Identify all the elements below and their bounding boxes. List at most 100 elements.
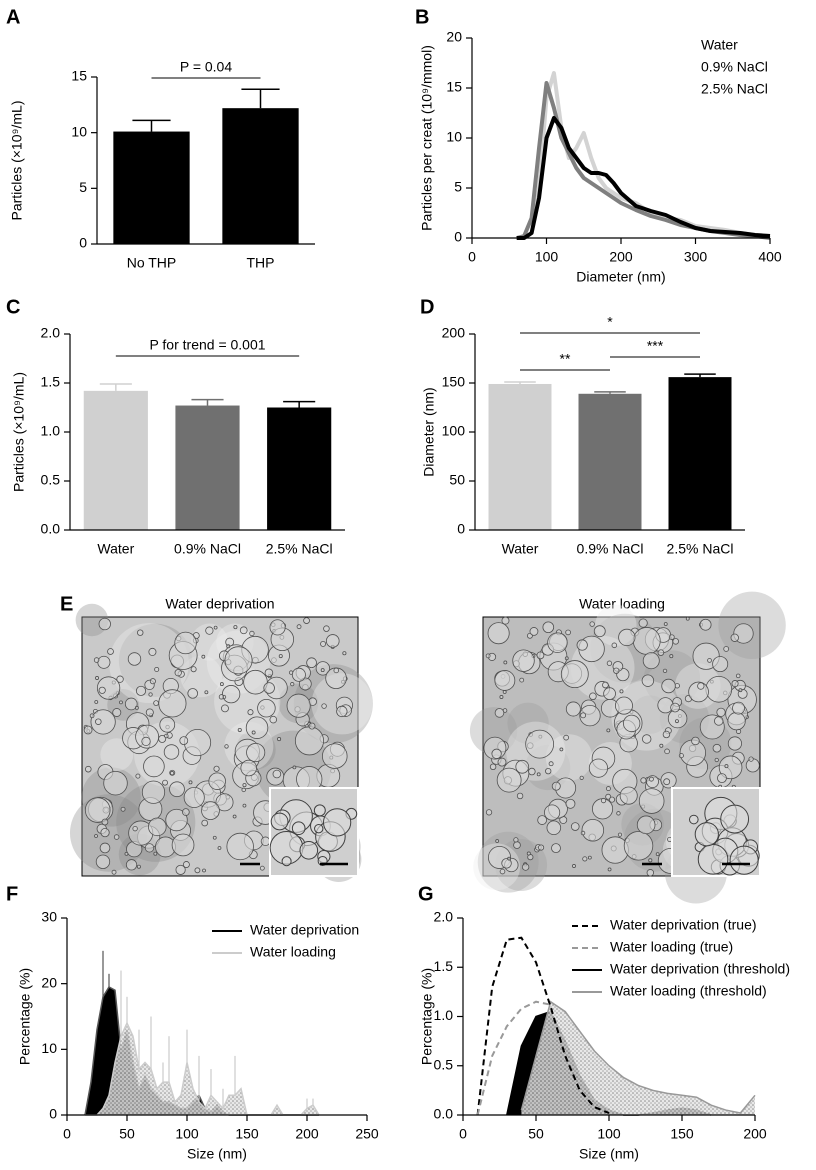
vesicle (611, 642, 618, 649)
vesicle (670, 702, 680, 713)
vesicle (84, 797, 111, 823)
vesicle (137, 629, 144, 636)
vesicle (251, 730, 256, 735)
vesicle (201, 654, 206, 659)
vesicle (208, 772, 226, 790)
vesicle (299, 677, 312, 691)
vesicle (153, 700, 159, 706)
vesicle (277, 737, 282, 742)
vesicle (218, 694, 225, 700)
series-line (516, 81, 771, 240)
y-tick-label: 1.0 (434, 1007, 454, 1023)
vesicle (614, 696, 633, 715)
vesicle (485, 809, 493, 816)
series-line (476, 936, 610, 1116)
vesicle (127, 652, 142, 666)
vesicle (242, 803, 247, 808)
vesicle (678, 753, 684, 759)
vesicle (667, 708, 688, 729)
vesicle (525, 729, 555, 759)
vesicle (641, 674, 655, 687)
series-line (516, 116, 771, 240)
y-tick-label: 0 (49, 1106, 57, 1122)
x-tick-label: 100 (175, 1126, 199, 1142)
vesicle (141, 736, 151, 747)
vesicle (570, 822, 580, 831)
y-tick-label: 15 (71, 68, 87, 84)
vesicle (648, 858, 653, 863)
vesicle (94, 700, 99, 704)
vesicle (581, 819, 605, 842)
x-tick-label: 200 (295, 1126, 319, 1142)
vesicle (183, 786, 205, 808)
vesicle (249, 630, 255, 637)
vesicle (605, 793, 612, 800)
vesicle (544, 804, 561, 821)
vesicle (496, 767, 522, 793)
y-tick-label: 0.5 (434, 1056, 454, 1072)
bar (578, 393, 642, 530)
vesicle (232, 814, 237, 819)
vesicle (98, 617, 111, 631)
vesicle (720, 804, 750, 834)
vesicle (320, 668, 325, 673)
y-axis-label: Percentage (%) (419, 968, 435, 1065)
vesicle (538, 844, 545, 851)
area-fill (521, 1001, 755, 1115)
vesicle (619, 689, 624, 694)
light-patch (545, 734, 593, 781)
vesicle (714, 757, 719, 763)
light-patch (190, 623, 228, 661)
x-tick-label: 200 (743, 1126, 767, 1142)
vesicle (669, 634, 675, 640)
y-tick-label: 0 (79, 235, 87, 251)
vesicle (545, 767, 552, 775)
vesicle (224, 744, 229, 749)
vesicle (237, 728, 242, 733)
series-line (476, 1000, 551, 1116)
vesicle (221, 685, 241, 704)
vesicle (95, 676, 100, 680)
vesicle (221, 704, 229, 713)
vesicle (263, 682, 275, 694)
y-axis-label: Percentage (%) (17, 968, 33, 1065)
vesicle (489, 763, 497, 771)
vesicle (560, 660, 589, 689)
vesicle (697, 682, 705, 690)
vesicle (136, 864, 141, 869)
y-tick-label: 10 (41, 1040, 57, 1056)
vesicle (551, 843, 561, 854)
vesicle (606, 728, 611, 733)
annotation: ** (560, 351, 571, 367)
vesicle (320, 640, 327, 647)
vesicle (602, 681, 609, 689)
vesicle (694, 822, 719, 847)
vesicle (170, 771, 175, 776)
vesicle (589, 692, 597, 701)
x-tick-label: Water (97, 541, 134, 557)
vesicle (148, 692, 153, 697)
vesicle (547, 632, 568, 653)
vesicle (107, 648, 114, 655)
vesicle (245, 716, 269, 739)
vesicle (487, 622, 510, 645)
vesicle (606, 660, 613, 666)
vesicle (659, 743, 664, 748)
vesicle (215, 793, 234, 812)
vesicle (675, 719, 679, 724)
y-tick-label: 30 (41, 909, 57, 925)
vesicle (120, 806, 126, 812)
vesicle (148, 817, 167, 837)
panel-letter: D (420, 296, 434, 318)
vesicle (565, 629, 571, 636)
vesicle (507, 856, 512, 861)
vesicle (242, 783, 247, 788)
vesicle (623, 831, 654, 861)
vesicle (536, 651, 545, 660)
x-tick-label: 0.9% NaCl (577, 541, 644, 557)
vesicle (213, 625, 218, 630)
vesicle (124, 697, 138, 711)
vesicle (546, 820, 562, 836)
vesicle (542, 621, 555, 634)
vesicle (241, 787, 247, 793)
